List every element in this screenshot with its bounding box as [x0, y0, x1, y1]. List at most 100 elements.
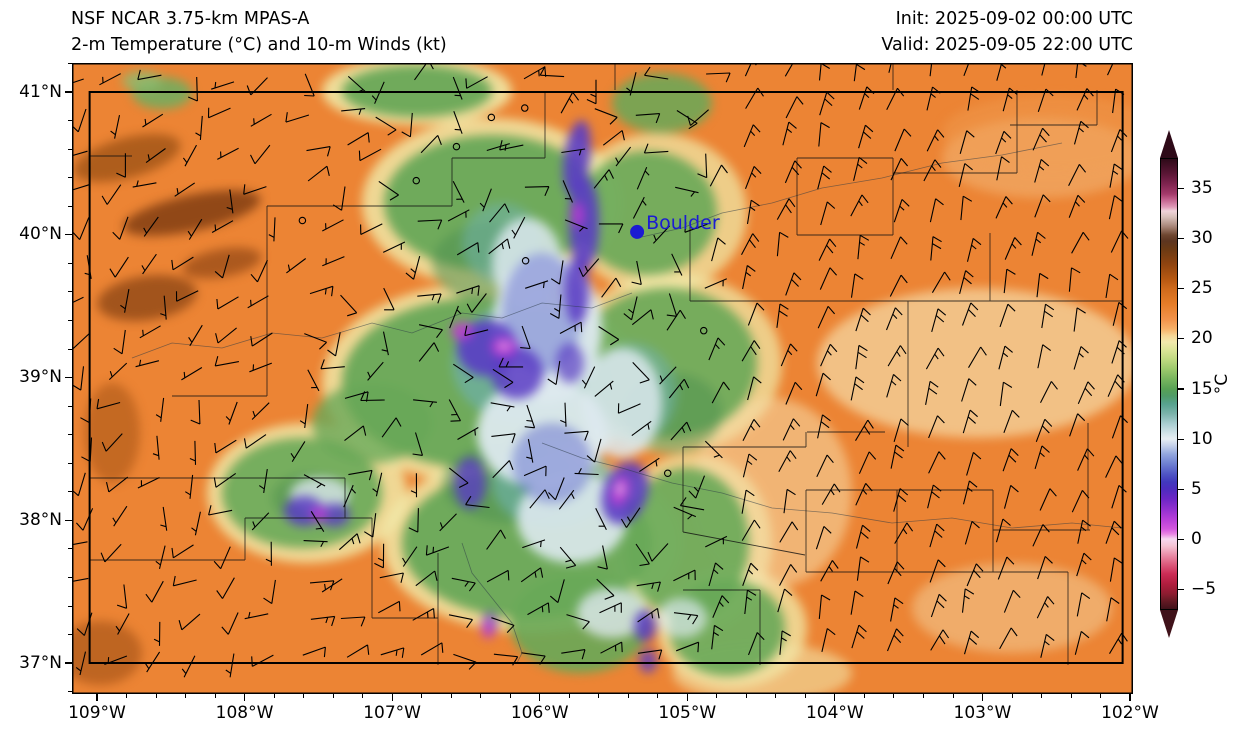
colorbar-extend-arrow-bottom [1160, 610, 1178, 638]
colorbar-tick-label: 15 [1191, 378, 1213, 399]
x-minor-tick [627, 694, 629, 698]
x-minor-tick [775, 694, 777, 698]
y-minor-tick [68, 63, 72, 64]
map-panel: Boulder [72, 63, 1133, 694]
y-minor-tick [68, 320, 72, 321]
y-major-tick [65, 91, 72, 93]
wind-barbs-layer [72, 63, 1129, 678]
y-minor-tick [68, 634, 72, 635]
x-minor-tick [863, 694, 865, 698]
x-tick-label: 103°W [953, 703, 1012, 723]
temperature-field-layer [72, 63, 1133, 694]
boulder-marker-label: Boulder [646, 212, 720, 234]
colorbar-tick-label: 10 [1191, 428, 1213, 449]
x-minor-tick [509, 694, 511, 698]
x-tick-label: 109°W [68, 703, 126, 723]
x-tick-label: 106°W [510, 703, 569, 723]
x-minor-tick [952, 694, 954, 698]
init-time-text: Init: 2025-09-02 00:00 UTC [895, 9, 1133, 29]
y-major-tick [65, 662, 72, 664]
y-tick-label: 38°N [19, 509, 62, 530]
colorbar-tick [1178, 539, 1184, 541]
y-tick-label: 39°N [19, 367, 62, 387]
colorbar-tick [1178, 237, 1184, 239]
y-major-tick [65, 234, 72, 236]
y-tick-label: 37°N [19, 652, 62, 673]
y-minor-tick [68, 405, 72, 407]
title-line-1: NSF NCAR 3.75-km MPAS-A [71, 9, 310, 29]
figure-title-block: NSF NCAR 3.75-km MPAS-A 2-m Temperature … [71, 6, 447, 58]
x-minor-tick [185, 694, 186, 698]
x-major-tick [391, 694, 393, 701]
x-tick-label: 105°W [658, 703, 717, 723]
plot-frame [72, 63, 1133, 694]
y-minor-tick [68, 205, 72, 207]
x-minor-tick [273, 694, 275, 698]
colorbar-tick [1178, 287, 1184, 290]
colorbar-tick-label: 30 [1191, 227, 1213, 248]
y-minor-tick [68, 348, 72, 350]
x-minor-tick [214, 694, 216, 698]
x-major-tick [96, 694, 98, 701]
colorbar-tick-label: 35 [1191, 177, 1213, 198]
colorbar-tick [1178, 438, 1184, 440]
colorbar-tick-label: 0 [1191, 529, 1202, 550]
x-major-tick [686, 694, 688, 701]
x-minor-tick [421, 694, 423, 698]
x-minor-tick [362, 694, 364, 698]
x-minor-tick [303, 694, 304, 698]
x-minor-tick [1041, 694, 1042, 698]
title-line-2: 2-m Temperature (°C) and 10-m Winds (kt) [71, 35, 447, 55]
map-canvas: Boulder [72, 63, 1133, 694]
y-minor-tick [68, 262, 72, 264]
x-minor-tick [716, 694, 718, 698]
x-minor-tick [922, 694, 924, 698]
y-tick-label: 41°N [19, 81, 62, 102]
x-minor-tick [480, 694, 482, 698]
x-minor-tick [745, 694, 747, 698]
y-major-tick [65, 519, 72, 521]
colorbar-tick-label: 5 [1191, 478, 1202, 499]
x-minor-tick [598, 694, 600, 698]
y-minor-tick [68, 434, 72, 435]
colorbar-tick-label: 20 [1191, 328, 1213, 349]
y-major-tick [65, 376, 72, 379]
y-minor-tick [68, 548, 72, 550]
y-minor-tick [68, 120, 72, 121]
x-tick-label: 107°W [363, 703, 421, 723]
colorbar-tick [1178, 488, 1184, 491]
x-minor-tick [450, 694, 452, 698]
x-minor-tick [568, 694, 570, 698]
colorbar-extend-arrow-top [1160, 130, 1178, 158]
valid-time-text: Valid: 2025-09-05 22:00 UTC [881, 35, 1133, 55]
y-minor-tick [68, 491, 72, 493]
x-minor-tick [804, 694, 806, 698]
x-major-tick [834, 694, 836, 701]
x-tick-label: 104°W [805, 703, 864, 723]
x-major-tick [1129, 694, 1131, 701]
colorbar-tick [1178, 589, 1184, 591]
y-minor-tick [68, 576, 72, 578]
y-minor-tick [68, 605, 72, 607]
x-major-tick [539, 694, 541, 701]
state-border [88, 91, 1124, 664]
colorbar-tick [1178, 338, 1184, 340]
x-minor-tick [1011, 694, 1013, 698]
colorbar-unit-label: °C [1212, 373, 1233, 395]
colorbar-tick-label: −5 [1191, 579, 1217, 600]
x-minor-tick [893, 694, 895, 698]
generated-map-layers [72, 63, 1133, 694]
x-minor-tick [1100, 694, 1101, 698]
y-minor-tick [68, 691, 72, 692]
colorbar-gradient [1160, 158, 1178, 610]
y-minor-tick [68, 148, 72, 150]
county-lines-layer [90, 63, 1122, 665]
colorbar-tick [1178, 187, 1184, 189]
x-minor-tick [1070, 694, 1072, 698]
x-minor-tick [126, 694, 127, 698]
x-tick-label: 102°W [1101, 703, 1159, 723]
x-minor-tick [657, 694, 659, 698]
x-minor-tick [155, 694, 157, 698]
x-tick-label: 108°W [215, 703, 274, 723]
